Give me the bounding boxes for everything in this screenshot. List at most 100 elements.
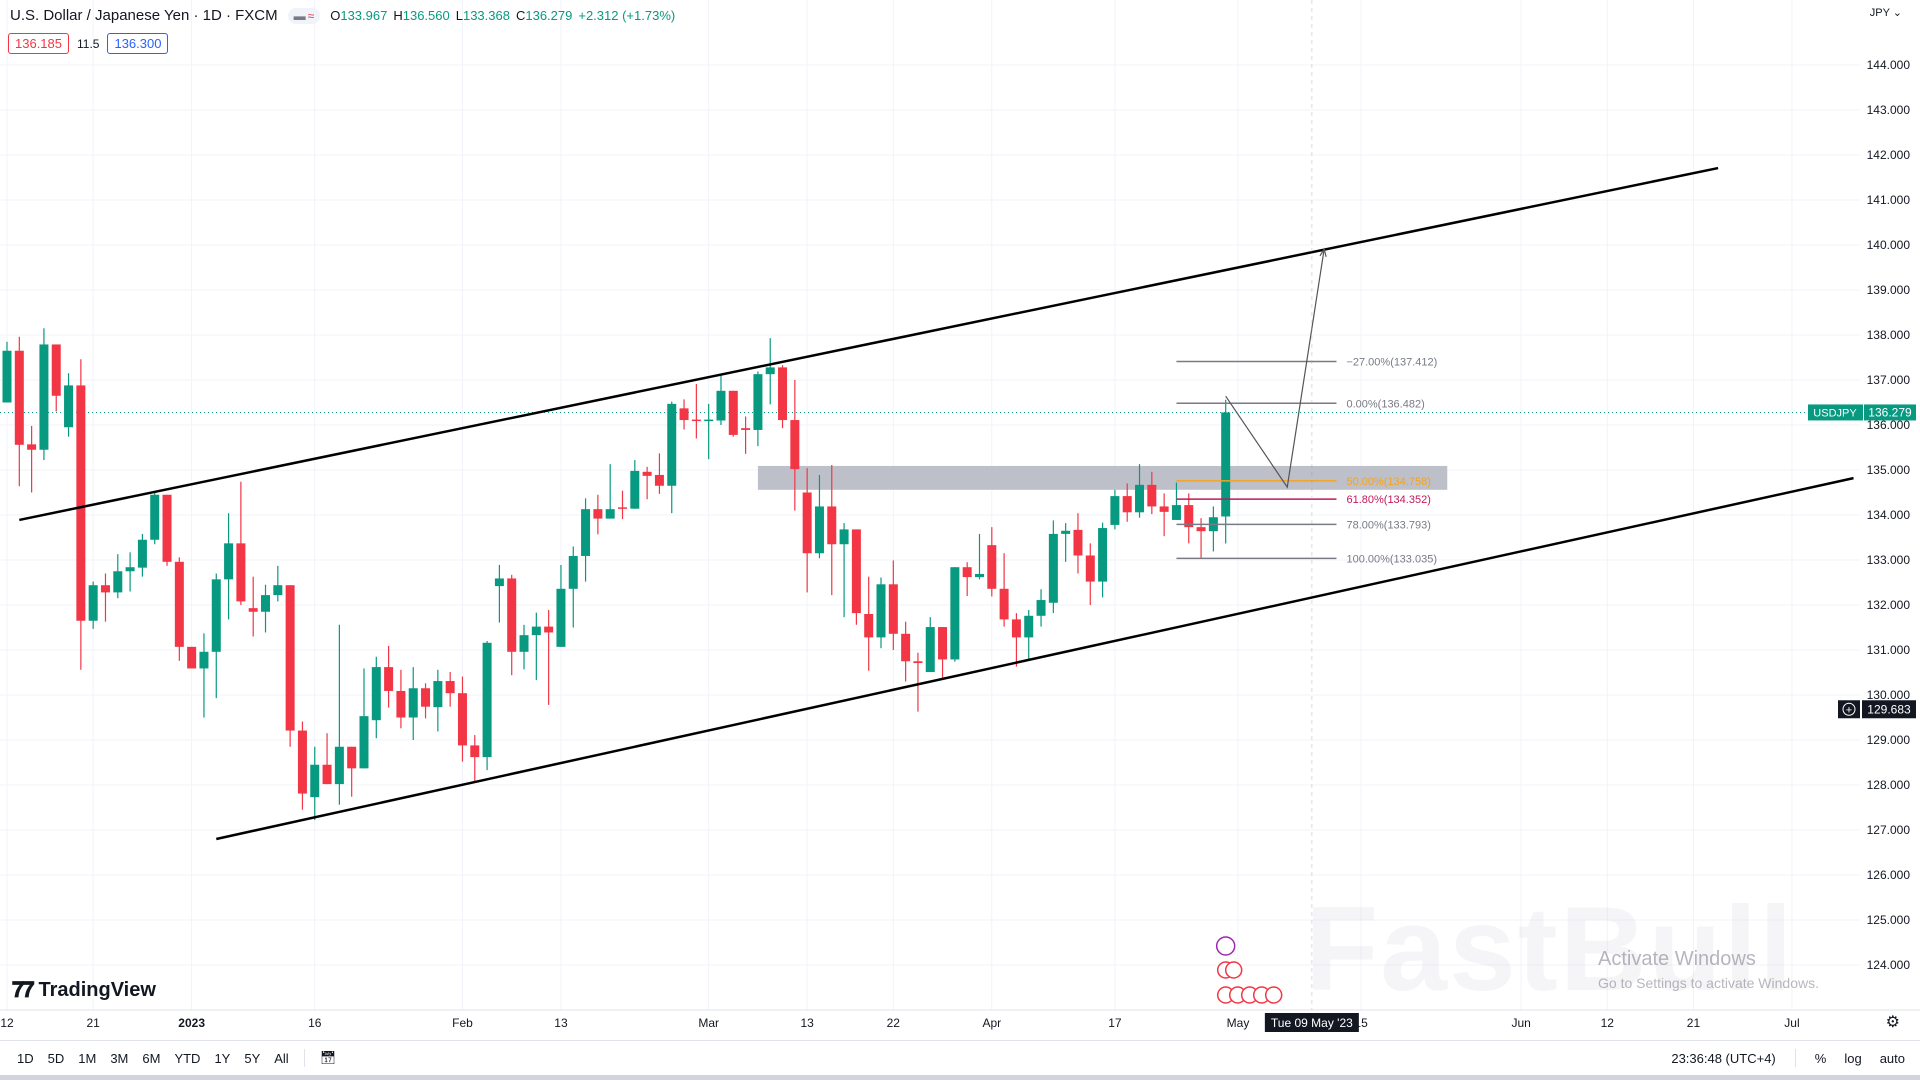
divider [303,1049,305,1067]
candle-body [384,667,394,691]
time-axis-label: Jun [1511,1016,1530,1030]
candle-body [150,494,160,540]
candle [64,373,74,437]
candle [1048,520,1058,614]
candle-body [1024,615,1034,638]
price-axis-label: 131.000 [1867,643,1911,657]
candle [962,562,972,596]
projection-arrowhead-icon [1319,247,1327,257]
candle-body [1159,506,1169,512]
price-axis-label: 130.000 [1867,688,1911,702]
candle [14,336,24,487]
candle [1085,543,1095,605]
candle-body [1221,412,1231,517]
candle-body [618,507,627,509]
candle [248,576,258,637]
currency-selector[interactable]: JPY ⌄ [1869,7,1902,19]
candle-body [802,492,812,554]
auto-toggle[interactable]: auto [1879,1050,1905,1066]
bottom-toolbar: 1D 5D 1M 3M 6M YTD 1Y 5Y All 📅︎ 23:36:48… [0,1040,1920,1075]
plus-icon: + [1846,704,1852,716]
candle [667,401,677,514]
fib-level-label: 78.00%(133.793) [1346,519,1430,531]
candle-body [470,745,480,758]
symbol-title[interactable]: U.S. Dollar / Japanese Yen · 1D · FXCM [10,7,278,24]
plus-circle-icon [1842,702,1856,716]
open-value: 133.967 [340,8,388,23]
range-6m[interactable]: 6M [142,1050,161,1066]
spread-value: 11.5 [77,36,100,51]
time-axis-label: 13 [800,1016,814,1030]
candle-body [1011,619,1021,638]
time-axis-label: Mar [698,1016,719,1030]
candle-body [827,506,837,545]
candle [630,460,640,509]
candle-body [913,661,923,664]
window-bottom-bar [0,1075,1920,1080]
quote-panel: 136.185 11.5 136.300 [8,33,169,54]
range-5d[interactable]: 5D [47,1050,65,1066]
tradingview-logo[interactable]: 𝟕𝟕 TradingView [12,977,156,1003]
range-1y[interactable]: 1Y [214,1050,231,1066]
activate-windows-notice: Activate Windows Go to Settings to activ… [1598,948,1819,991]
candle-body [371,667,381,721]
candle [113,554,123,599]
candle-body [1171,505,1181,520]
candle [1184,493,1194,544]
go-to-date-icon[interactable]: 📅︎ [319,1050,337,1065]
range-ytd[interactable]: YTD [174,1050,201,1066]
candle [679,399,689,430]
range-1m[interactable]: 1M [78,1050,97,1066]
range-1d[interactable]: 1D [17,1050,34,1066]
sell-button[interactable]: 136.185 [8,33,69,54]
candle [987,527,997,597]
candle [851,529,861,625]
candle [433,669,443,732]
status-icons[interactable]: ▬ ≈ [287,7,321,24]
candle [76,359,86,670]
candle [802,468,812,593]
add-alert-button [1838,700,1860,719]
range-5y[interactable]: 5Y [244,1050,261,1066]
candle [654,453,664,494]
channel-upper-trendline [19,166,1719,522]
candle-body [64,385,74,428]
fib-level-label: 100.00%(133.035) [1346,553,1437,565]
candle-body [593,509,603,519]
candle [211,573,221,699]
candle-body [113,571,123,593]
candle-body [1085,555,1095,582]
candle-body [1196,527,1206,532]
candle-body [1184,505,1194,528]
candle [1135,464,1145,518]
percent-toggle[interactable]: % [1814,1050,1827,1066]
candle [556,564,566,647]
candle-body [544,626,554,633]
buy-button[interactable]: 136.300 [107,33,169,54]
candle-body [753,374,763,430]
candle-body [925,627,935,673]
candle-body [310,764,320,798]
candle-body [507,578,517,652]
candle-body [851,529,861,614]
candle [938,627,948,678]
chart-canvas[interactable]: −27.00%(137.412) 0.00%(136.482) 50.00%(134… [0,0,1920,1040]
candle-body [839,529,849,545]
candle-body [408,688,418,718]
time-axis-label: 16 [308,1016,322,1030]
candle [273,565,283,602]
log-toggle[interactable]: log [1844,1050,1862,1066]
settings-gear-icon[interactable]: ⚙ [1885,1014,1900,1031]
range-all[interactable]: All [274,1050,289,1066]
crosshair-date-label: Tue 09 May '23 [1271,1016,1353,1030]
candle [421,683,431,719]
last-price-badge [1864,404,1916,421]
candle [1171,482,1181,520]
candle-body [728,390,738,435]
clock-time[interactable]: 23:36:48 (UTC+4) [1671,1050,1776,1066]
range-3m[interactable]: 3M [110,1050,129,1066]
candle-body [654,474,664,486]
candle [741,416,751,454]
candle [728,390,738,437]
candle-body [88,585,98,621]
